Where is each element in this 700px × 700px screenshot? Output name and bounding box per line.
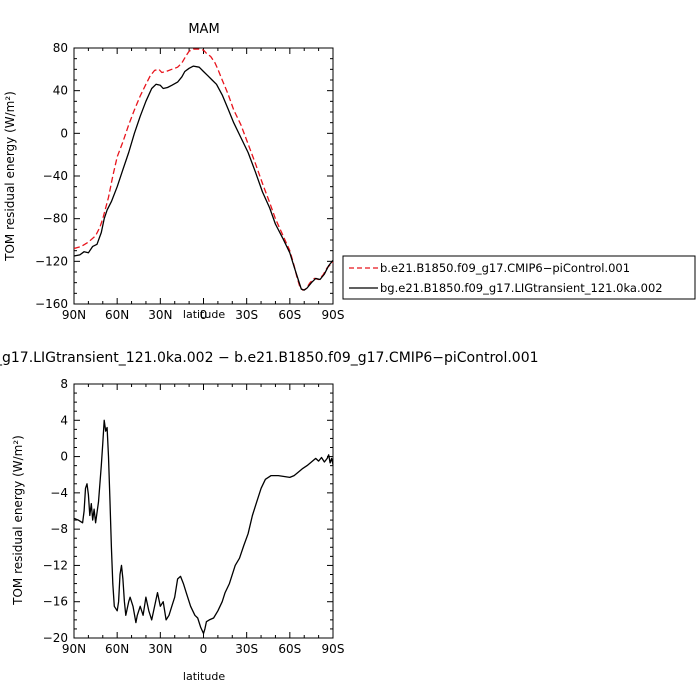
- bottom-chart-x-tick-label: 30N: [148, 642, 172, 656]
- top-chart-x-tick-label: 30N: [148, 308, 172, 322]
- bottom-chart-y-tick-label: −12: [43, 558, 68, 572]
- bottom-chart-x-tick-label: 30S: [235, 642, 258, 656]
- top-chart-plot: 90N 60N 30N 0 30S 60S 90S −160 −120 −80 −40 0 40 80: [35, 41, 344, 322]
- top-chart-y-tick-label: 40: [53, 84, 68, 98]
- top-chart-legend: b.e21.B1850.f09_g17.CMIP6−piControl.001 …: [342, 255, 696, 300]
- top-chart-y-tick-label: −120: [35, 254, 68, 268]
- top-chart-y-tick-label: 80: [53, 41, 68, 55]
- bottom-chart-y-tick-label: 8: [60, 377, 68, 391]
- top-chart-xlabel: latitude: [183, 308, 225, 321]
- top-chart-y-tick-label: −160: [35, 297, 68, 311]
- bottom-chart-plot: 90N 60N 30N 0 30S 60S 90S −20 −16 −12 −8 −4 0 4 8: [43, 377, 345, 656]
- top-chart-x-tick-label: 60N: [105, 308, 129, 322]
- bottom-chart-x-tick-label: 90N: [62, 642, 86, 656]
- legend-label-control: b.e21.B1850.f09_g17.CMIP6−piControl.001: [380, 261, 630, 275]
- bottom-chart-ylabel: TOM residual energy (W/m²): [11, 435, 25, 606]
- bottom-chart-xlabel: latitude: [183, 670, 225, 683]
- top-chart-x-tick-label: 30S: [235, 308, 258, 322]
- bottom-chart-y-tick-label: −8: [50, 522, 68, 536]
- bottom-chart-series-line-0: [73, 419, 334, 635]
- top-chart-ylabel: TOM residual energy (W/m²): [3, 91, 17, 262]
- bottom-chart-plot-frame: [73, 383, 334, 639]
- top-chart-x-tick-label: 90N: [62, 308, 86, 322]
- bottom-chart-y-tick-label: −20: [43, 631, 68, 645]
- bottom-chart-x-tick-label: 0: [200, 642, 208, 656]
- top-chart-x-tick-label: 60S: [278, 308, 301, 322]
- top-chart-series-line-1: [73, 65, 334, 291]
- top-chart-y-tick-label: 0: [60, 126, 68, 140]
- top-chart-series-line-0: [73, 48, 334, 291]
- bottom-chart-y-tick-label: 0: [60, 450, 68, 464]
- top-chart-y-tick-label: −80: [43, 212, 68, 226]
- bottom-chart-title: bg.e21.B1850.f09_g17.LIGtransient_121.0k…: [0, 350, 539, 366]
- bottom-chart-y-tick-label: −4: [50, 486, 68, 500]
- top-chart-x-tick-label: 0: [200, 308, 208, 322]
- top-chart-title: MAM: [188, 22, 219, 37]
- legend-label-ligtransient: bg.e21.B1850.f09_g17.LIGtransient_121.0k…: [380, 281, 663, 295]
- bottom-chart-x-tick-label: 60N: [105, 642, 129, 656]
- bottom-chart-y-tick-label: 4: [60, 413, 68, 427]
- top-chart-x-tick-label: 90S: [322, 308, 345, 322]
- legend-box: [342, 255, 696, 300]
- bottom-chart-x-tick-label: 60S: [278, 642, 301, 656]
- bottom-chart-x-tick-label: 90S: [322, 642, 345, 656]
- top-chart-y-tick-label: −40: [43, 169, 68, 183]
- bottom-chart-y-tick-label: −16: [43, 595, 68, 609]
